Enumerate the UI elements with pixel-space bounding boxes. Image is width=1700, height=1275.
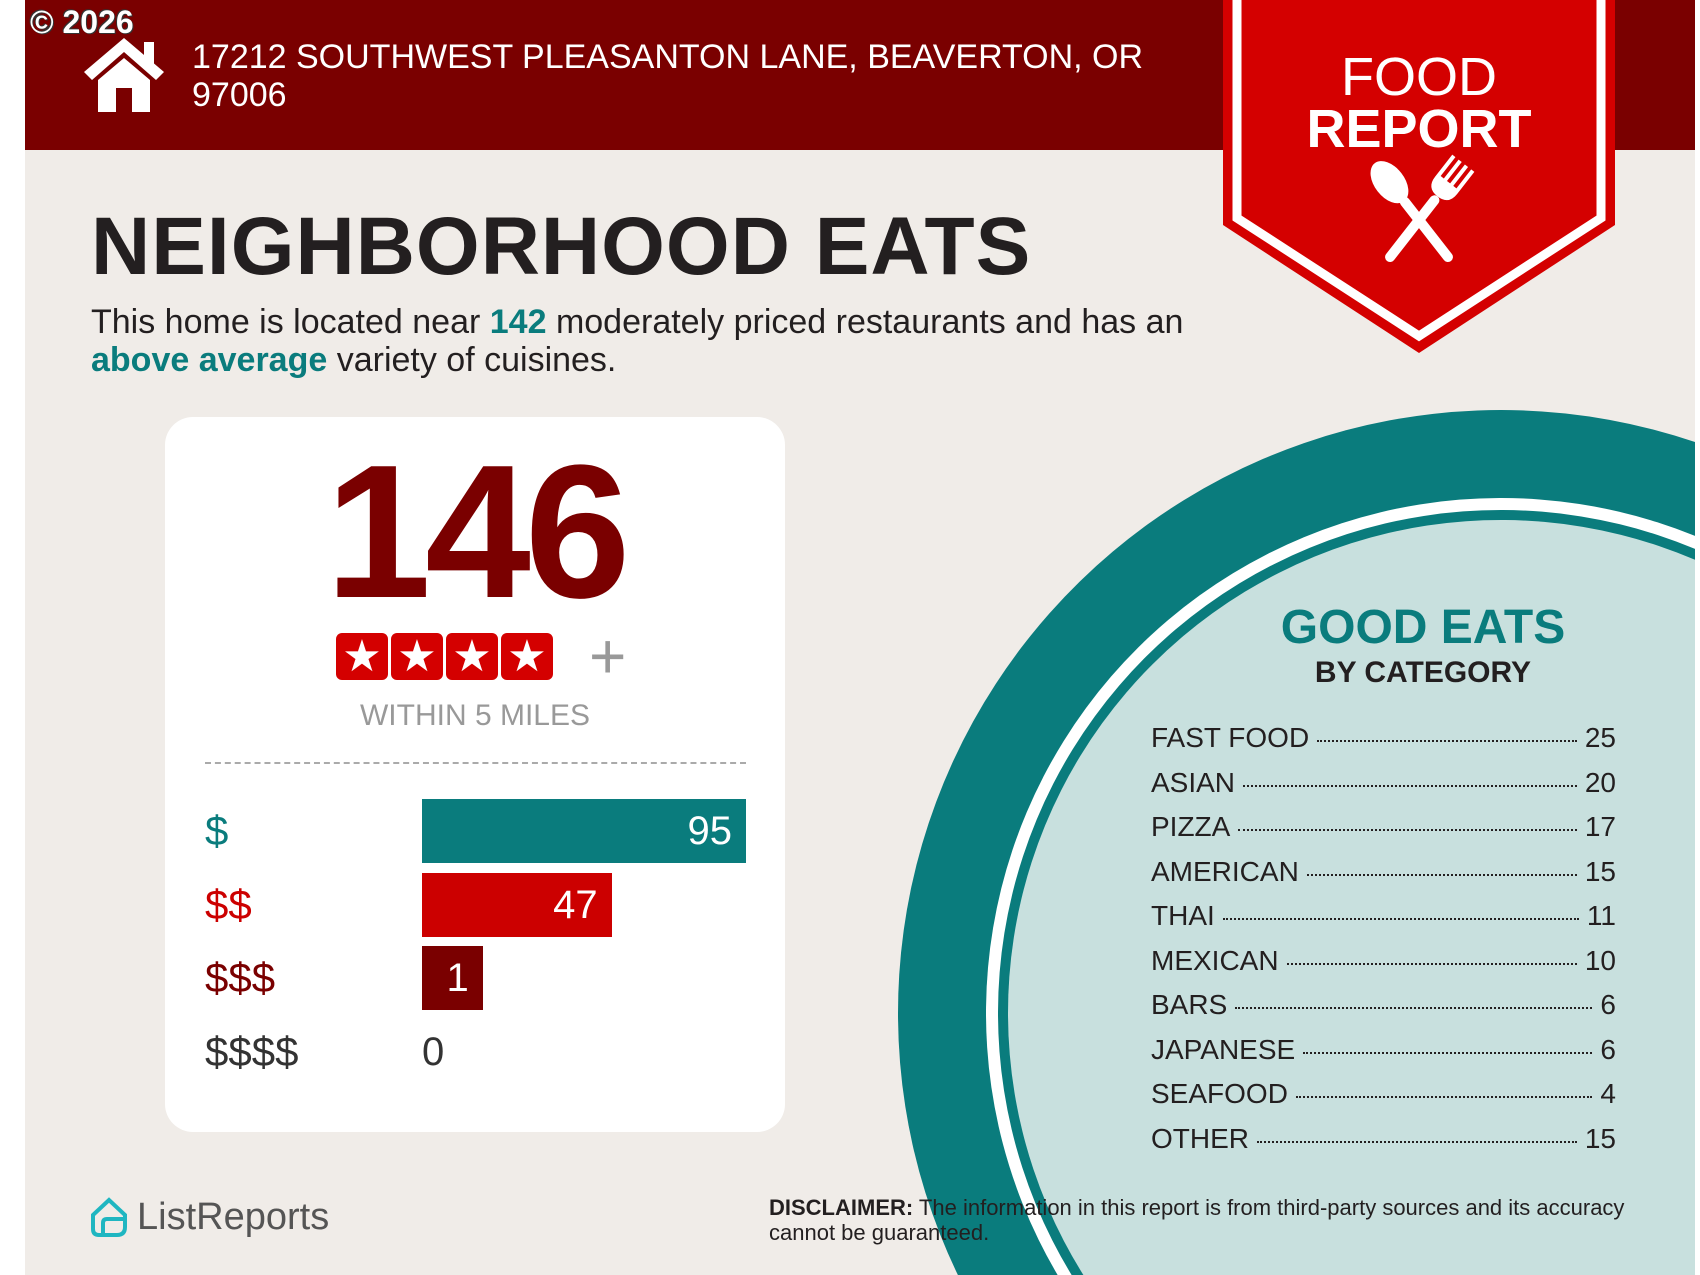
category-row: OTHER 15 bbox=[1151, 1123, 1616, 1168]
category-row: THAI 11 bbox=[1151, 900, 1616, 945]
category-name: BARS bbox=[1151, 989, 1228, 1020]
categories-title: GOOD EATS bbox=[1280, 601, 1566, 654]
restaurant-stats-card: 146 ★ ★ ★ ★ + WITHIN 5 MILES $95 $$ 47 $$$ 1 $$$… bbox=[165, 417, 785, 1132]
price-row: $$$$ 0 bbox=[205, 1020, 765, 1084]
category-name: OTHER bbox=[1151, 1122, 1249, 1154]
category-name: AMERICAN bbox=[1151, 855, 1299, 887]
plate-ring-3 bbox=[1008, 520, 1695, 1275]
category-row: ASIAN 20 bbox=[1151, 767, 1616, 812]
star-rating: ★ ★ ★ ★ bbox=[336, 633, 553, 680]
price-row: $$ 47 bbox=[205, 872, 765, 937]
restaurant-count: 142 bbox=[489, 303, 547, 341]
report-page: 17212 SOUTHWEST PLEASANTON LANE, BEAVERT… bbox=[25, 0, 1695, 1275]
listreports-logo-icon bbox=[91, 1196, 127, 1237]
leader-dots bbox=[1317, 740, 1577, 742]
category-name: ASIAN bbox=[1151, 766, 1236, 798]
price-row: $95 bbox=[205, 799, 765, 863]
category-count: 10 bbox=[1584, 944, 1616, 976]
category-count: 17 bbox=[1584, 811, 1616, 842]
leader-dots bbox=[1286, 962, 1577, 965]
price-count: 0 bbox=[422, 1029, 445, 1074]
price-label: $ bbox=[205, 807, 229, 854]
price-bar: 1 bbox=[422, 946, 483, 1010]
price-bar: 47 bbox=[422, 872, 612, 937]
price-label: $$ bbox=[205, 880, 252, 928]
star-icon: ★ bbox=[391, 633, 443, 680]
star-icon: ★ bbox=[336, 633, 388, 680]
ribbon-report-label: REPORT bbox=[1306, 99, 1532, 159]
house-icon bbox=[84, 38, 164, 112]
divider bbox=[205, 762, 746, 764]
category-row: JAPANESE 6 bbox=[1151, 1034, 1616, 1079]
leader-dots bbox=[1235, 1007, 1593, 1009]
category-row: SEAFOOD 4 bbox=[1151, 1078, 1616, 1123]
category-row: FAST FOOD 25 bbox=[1151, 722, 1616, 767]
disclaimer: DISCLAIMER: The information in this repo… bbox=[769, 1195, 1659, 1245]
category-count: 25 bbox=[1584, 722, 1616, 753]
copyright: © 2026 bbox=[30, 4, 134, 40]
category-name: FAST FOOD bbox=[1151, 722, 1310, 753]
leader-dots bbox=[1243, 784, 1577, 787]
plus-icon: + bbox=[589, 620, 627, 692]
page-title: NEIGHBORHOOD EATS bbox=[91, 201, 1032, 292]
category-row: PIZZA 17 bbox=[1151, 811, 1616, 856]
category-count: 6 bbox=[1600, 1033, 1616, 1065]
category-count: 20 bbox=[1584, 766, 1616, 798]
total-restaurants: 146 bbox=[325, 426, 630, 638]
summary-part: moderately priced restaurants and has an bbox=[546, 303, 1184, 341]
leader-dots bbox=[1257, 1140, 1577, 1143]
disclaimer-text: The information in this report is from t… bbox=[769, 1195, 1625, 1245]
category-count: 11 bbox=[1586, 900, 1616, 931]
leader-dots bbox=[1238, 829, 1577, 831]
summary-part: This home is located near bbox=[91, 303, 490, 341]
star-icon: ★ bbox=[446, 633, 498, 680]
variety-rating: above average bbox=[91, 341, 328, 379]
price-label: $$$ bbox=[205, 954, 276, 1001]
listreports-logo: ListReports bbox=[89, 1196, 329, 1239]
price-row: $$$ 1 bbox=[205, 946, 765, 1010]
utensils-icon bbox=[1370, 154, 1475, 263]
price-bar: 95 bbox=[422, 799, 746, 863]
category-count: 6 bbox=[1600, 989, 1616, 1020]
leader-dots bbox=[1222, 918, 1579, 920]
category-plate-graphic bbox=[898, 409, 1695, 1275]
category-name: PIZZA bbox=[1151, 811, 1231, 842]
categories-subtitle: BY CATEGORY bbox=[1314, 656, 1532, 689]
logo-text: ListReports bbox=[137, 1196, 330, 1238]
disclaimer-label: DISCLAIMER: bbox=[769, 1195, 914, 1220]
category-row: BARS 6 bbox=[1151, 989, 1616, 1034]
leader-dots bbox=[1306, 873, 1577, 876]
category-count: 15 bbox=[1584, 1122, 1616, 1154]
leader-dots bbox=[1295, 1096, 1593, 1098]
category-list: FAST FOOD 25 ASIAN 20 PIZZA 17 AMERICAN 15 THAI 1… bbox=[1151, 722, 1616, 1167]
summary-text: This home is located near 142 moderately… bbox=[91, 303, 1211, 379]
category-count: 4 bbox=[1600, 1078, 1616, 1109]
star-icon: ★ bbox=[501, 633, 553, 680]
leader-dots bbox=[1303, 1051, 1593, 1054]
category-count: 15 bbox=[1584, 855, 1616, 887]
summary-part: variety of cuisines. bbox=[327, 341, 617, 379]
category-name: MEXICAN bbox=[1151, 944, 1279, 976]
ribbon-food-label: FOOD bbox=[1341, 47, 1497, 107]
food-report-ribbon bbox=[1223, 0, 1615, 353]
category-name: THAI bbox=[1151, 900, 1215, 931]
radius-label: WITHIN 5 MILES bbox=[359, 699, 591, 732]
property-address: 17212 SOUTHWEST PLEASANTON LANE, BEAVERT… bbox=[192, 38, 1144, 114]
category-row: MEXICAN 10 bbox=[1151, 945, 1616, 990]
category-name: SEAFOOD bbox=[1151, 1078, 1288, 1109]
category-name: JAPANESE bbox=[1151, 1033, 1296, 1065]
category-row: AMERICAN 15 bbox=[1151, 856, 1616, 901]
price-label: $$$$ bbox=[205, 1027, 299, 1075]
